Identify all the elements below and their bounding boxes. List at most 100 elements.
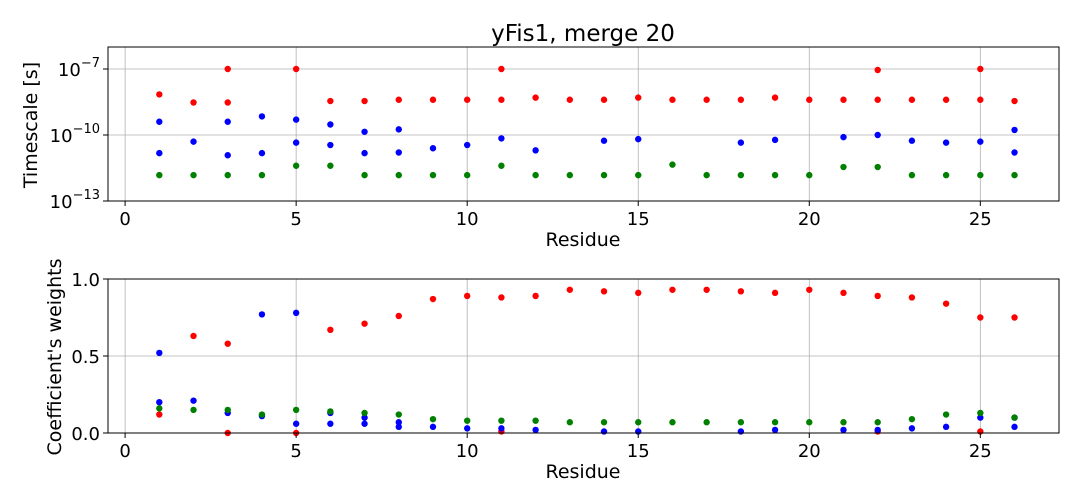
x-tick-label: 0 xyxy=(119,209,130,230)
data-point xyxy=(669,286,676,293)
data-point xyxy=(532,171,539,179)
data-point xyxy=(327,97,334,105)
data-point xyxy=(908,171,916,179)
data-point xyxy=(737,288,745,295)
data-point xyxy=(1011,423,1018,431)
data-point xyxy=(395,419,402,426)
data-point xyxy=(942,411,950,418)
data-point xyxy=(532,417,539,424)
data-point xyxy=(840,289,847,297)
data-point xyxy=(600,96,608,103)
weights-plot: 0 5 10 15 20 25 0.0 0.5 1.0 xyxy=(71,270,1060,462)
data-point xyxy=(429,415,437,423)
plot-frame xyxy=(107,46,1060,202)
x-tick-label: 20 xyxy=(798,441,821,462)
data-point xyxy=(737,171,745,179)
data-point xyxy=(292,139,300,146)
data-point xyxy=(498,162,505,169)
data-point xyxy=(635,94,642,101)
data-point xyxy=(1011,414,1018,421)
data-point xyxy=(156,405,163,412)
data-point xyxy=(498,96,505,103)
data-point xyxy=(361,414,368,421)
data-point xyxy=(942,139,950,146)
data-point xyxy=(942,96,950,103)
data-point xyxy=(771,419,779,426)
data-point xyxy=(190,99,197,106)
data-point xyxy=(977,65,984,73)
data-point xyxy=(532,147,539,154)
data-point xyxy=(977,314,984,321)
data-point xyxy=(874,66,881,74)
data-point xyxy=(395,171,402,179)
data-point xyxy=(874,292,881,300)
data-point xyxy=(703,96,710,103)
data-point xyxy=(908,96,916,103)
data-point xyxy=(224,406,231,414)
data-point xyxy=(224,340,231,347)
data-point xyxy=(292,309,300,317)
data-point xyxy=(361,409,368,417)
x-tick-label: 10 xyxy=(456,441,479,462)
data-point xyxy=(566,171,574,179)
data-point xyxy=(395,312,402,320)
y-tick-label: 10−13 xyxy=(50,188,100,213)
data-point xyxy=(190,397,197,404)
data-point xyxy=(429,171,437,179)
data-point xyxy=(498,417,505,424)
data-point xyxy=(258,311,266,318)
weights-y-axis-label: Coefficient's weights xyxy=(44,259,66,456)
x-tick-label: 15 xyxy=(627,441,650,462)
data-point xyxy=(190,138,197,145)
x-tick-label: 25 xyxy=(969,209,992,230)
y-tick-base: 10 xyxy=(58,60,81,81)
data-point xyxy=(1011,149,1018,156)
data-point xyxy=(156,91,163,98)
data-point xyxy=(532,94,539,101)
data-point xyxy=(429,96,437,103)
data-point xyxy=(737,419,745,426)
data-point xyxy=(874,419,881,426)
data-point xyxy=(1011,97,1018,105)
data-point xyxy=(292,406,300,414)
data-point xyxy=(463,292,471,300)
data-point xyxy=(669,161,676,168)
timescale-x-axis-label: Residue xyxy=(545,229,620,251)
data-point xyxy=(908,425,916,432)
data-point xyxy=(327,121,334,128)
data-point xyxy=(806,171,813,179)
data-point xyxy=(771,171,779,179)
data-point xyxy=(361,149,368,157)
data-point xyxy=(840,163,847,171)
x-tick-label: 25 xyxy=(969,441,992,462)
data-point xyxy=(737,428,745,435)
data-point xyxy=(806,96,813,103)
data-point xyxy=(395,96,402,103)
timescale-y-axis-label: Timescale [s] xyxy=(20,62,42,189)
y-tick-label: 0.5 xyxy=(71,347,100,368)
data-point xyxy=(737,96,745,103)
data-point xyxy=(395,411,402,418)
data-point xyxy=(258,171,266,179)
data-point xyxy=(635,135,642,143)
data-point xyxy=(258,113,266,120)
data-point xyxy=(190,406,197,414)
data-point xyxy=(977,409,984,417)
data-point xyxy=(361,171,368,179)
x-tick-label: 0 xyxy=(119,441,130,462)
y-tick-exponent: −10 xyxy=(73,122,100,137)
data-point xyxy=(395,423,402,431)
data-point xyxy=(258,411,266,418)
data-point xyxy=(361,128,368,135)
weights-x-axis-label: Residue xyxy=(545,461,620,483)
data-point xyxy=(942,423,950,431)
data-point xyxy=(190,332,197,340)
data-point xyxy=(806,419,813,426)
data-point xyxy=(224,118,231,125)
data-point xyxy=(600,419,608,426)
data-point xyxy=(463,96,471,103)
data-point xyxy=(156,171,163,179)
data-point xyxy=(840,419,847,426)
